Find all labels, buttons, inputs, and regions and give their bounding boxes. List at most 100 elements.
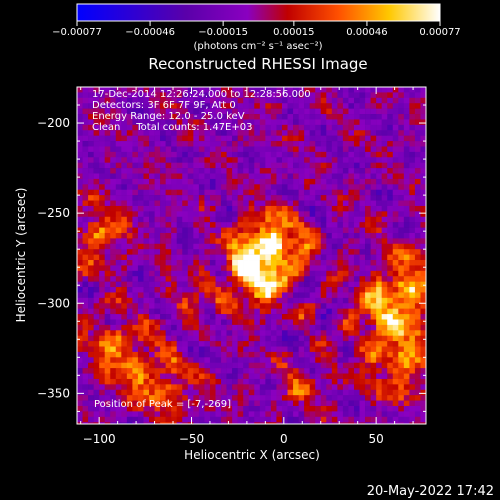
- heatmap-cell: [320, 227, 327, 234]
- heatmap-cell: [337, 114, 344, 120]
- heatmap-cell: [77, 346, 83, 353]
- heatmap-cell: [215, 341, 222, 347]
- heatmap-cell: [342, 205, 349, 212]
- heatmap-cell: [420, 227, 426, 234]
- heatmap-cell: [315, 92, 322, 99]
- heatmap-cell: [309, 184, 316, 191]
- heatmap-cell: [259, 395, 266, 401]
- heatmap-cell: [276, 260, 283, 266]
- heatmap-cell: [298, 319, 305, 326]
- heatmap-cell: [387, 108, 394, 115]
- heatmap-cell: [398, 416, 405, 423]
- heatmap-cell: [243, 405, 250, 412]
- heatmap-cell: [337, 405, 344, 412]
- annotation-block: 17-Dec-2014 12:26:24.000 to 12:28:56.000…: [92, 89, 311, 410]
- heatmap-cell: [281, 341, 288, 347]
- heatmap-cell: [126, 287, 133, 293]
- heatmap-cell: [237, 227, 244, 234]
- heatmap-cell: [293, 184, 299, 191]
- heatmap-cell: [137, 97, 144, 104]
- heatmap-cell: [320, 151, 327, 158]
- heatmap-cell: [331, 292, 338, 299]
- heatmap-cell: [365, 395, 371, 401]
- heatmap-cell: [176, 141, 183, 147]
- heatmap-cell: [320, 405, 327, 412]
- heatmap-cell: [265, 119, 272, 126]
- heatmap-cell: [353, 292, 360, 299]
- heatmap-cell: [353, 357, 360, 364]
- heatmap-cell: [149, 114, 155, 120]
- heatmap-cell: [387, 303, 394, 309]
- heatmap-cell: [403, 222, 410, 228]
- heatmap-cell: [110, 222, 117, 228]
- heatmap-cell: [154, 276, 161, 282]
- heatmap-cell: [276, 308, 283, 315]
- heatmap-cell: [215, 168, 222, 174]
- heatmap-cell: [276, 189, 283, 196]
- heatmap-cell: [392, 151, 399, 158]
- heatmap-cell: [353, 346, 360, 353]
- heatmap-cell: [259, 405, 266, 412]
- heatmap-cell: [281, 184, 288, 191]
- heatmap-cell: [265, 378, 272, 385]
- heatmap-cell: [414, 319, 421, 326]
- heatmap-cell: [381, 146, 388, 153]
- heatmap-cell: [387, 92, 394, 99]
- heatmap-cell: [270, 130, 277, 136]
- heatmap-cell: [171, 97, 178, 104]
- heatmap-cell: [209, 314, 216, 320]
- heatmap-cell: [198, 184, 205, 191]
- heatmap-cell: [365, 114, 371, 120]
- heatmap-cell: [326, 303, 333, 309]
- heatmap-cell: [77, 254, 83, 261]
- heatmap-cell: [126, 141, 133, 147]
- heatmap-cell: [126, 103, 133, 109]
- heatmap-cell: [77, 238, 83, 245]
- heatmap-cell: [376, 346, 382, 353]
- heatmap-cell: [104, 173, 111, 180]
- heatmap-cell: [387, 211, 394, 218]
- heatmap-cell: [270, 168, 277, 174]
- heatmap-cell: [365, 405, 371, 412]
- heatmap-cell: [320, 362, 327, 369]
- heatmap-cell: [215, 173, 222, 180]
- heatmap-cell: [243, 422, 250, 424]
- heatmap-cell: [154, 287, 161, 293]
- heatmap-cell: [193, 211, 200, 218]
- heatmap-cell: [88, 411, 94, 418]
- heatmap-cell: [376, 308, 382, 315]
- heatmap-cell: [337, 351, 344, 358]
- heatmap-cell: [165, 200, 172, 207]
- heatmap-cell: [326, 314, 333, 320]
- heatmap-cell: [359, 378, 366, 385]
- heatmap-cell: [337, 422, 344, 424]
- heatmap-cell: [121, 357, 128, 364]
- heatmap-cell: [348, 373, 355, 380]
- heatmap-cell: [160, 308, 166, 315]
- heatmap-cell: [77, 124, 83, 131]
- heatmap-cell: [226, 168, 233, 174]
- heatmap-cell: [331, 287, 338, 293]
- heatmap-cell: [77, 184, 83, 191]
- heatmap-cell: [365, 416, 371, 423]
- heatmap-cell: [176, 168, 183, 174]
- heatmap-cell: [99, 173, 105, 180]
- heatmap-cell: [93, 168, 100, 174]
- heatmap-cell: [154, 222, 161, 228]
- heatmap-cell: [182, 108, 189, 115]
- heatmap-cell: [160, 222, 166, 228]
- heatmap-cell: [104, 243, 111, 250]
- heatmap-cell: [353, 308, 360, 315]
- heatmap-cell: [187, 103, 194, 109]
- heatmap-cell: [149, 227, 155, 234]
- heatmap-cell: [403, 362, 410, 369]
- heatmap-cell: [160, 254, 166, 261]
- heatmap-cell: [403, 184, 410, 191]
- heatmap-cell: [293, 428, 299, 434]
- heatmap-cell: [121, 249, 128, 255]
- heatmap-cell: [104, 389, 111, 396]
- heatmap-cell: [143, 178, 150, 185]
- heatmap-cell: [215, 238, 222, 245]
- heatmap-cell: [293, 346, 299, 353]
- heatmap-cell: [326, 243, 333, 250]
